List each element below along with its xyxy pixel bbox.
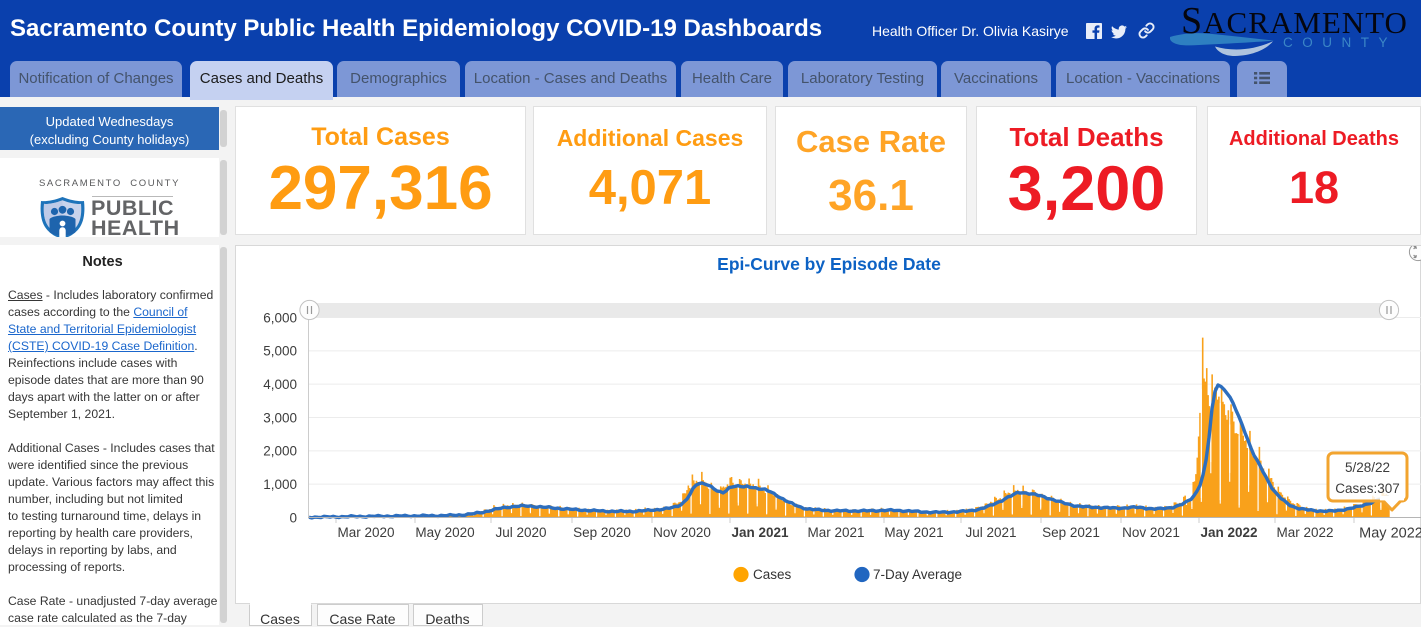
svg-text:6,000: 6,000 bbox=[263, 310, 297, 325]
svg-text:Jul 2020: Jul 2020 bbox=[495, 525, 546, 540]
svg-text:May 2020: May 2020 bbox=[415, 525, 474, 540]
svg-text:Jul 2021: Jul 2021 bbox=[965, 525, 1016, 540]
svg-text:3,000: 3,000 bbox=[263, 410, 297, 425]
svg-text:May 2021: May 2021 bbox=[884, 525, 943, 540]
svg-text:Mar 2022: Mar 2022 bbox=[1276, 525, 1333, 540]
svg-text:7-Day Average: 7-Day Average bbox=[873, 567, 962, 582]
svg-text:2,000: 2,000 bbox=[263, 444, 297, 459]
svg-text:Jan 2022: Jan 2022 bbox=[1200, 525, 1257, 540]
svg-text:COUNTY: COUNTY bbox=[1283, 35, 1397, 50]
svg-text:Nov 2021: Nov 2021 bbox=[1122, 525, 1180, 540]
svg-text:Jan 2021: Jan 2021 bbox=[731, 525, 789, 540]
svg-text:1,000: 1,000 bbox=[263, 477, 297, 492]
svg-text:Mar 2021: Mar 2021 bbox=[807, 525, 864, 540]
svg-text:Cases:307: Cases:307 bbox=[1335, 481, 1400, 496]
svg-text:Mar 2020: Mar 2020 bbox=[337, 525, 394, 540]
svg-text:Sep 2020: Sep 2020 bbox=[573, 525, 631, 540]
svg-text:May 2022: May 2022 bbox=[1359, 526, 1421, 542]
svg-text:0: 0 bbox=[289, 510, 297, 525]
svg-text:4,000: 4,000 bbox=[263, 377, 297, 392]
svg-text:5/28/22: 5/28/22 bbox=[1345, 460, 1390, 475]
svg-text:SACRAMENTO: SACRAMENTO bbox=[1181, 0, 1408, 42]
svg-text:Nov 2020: Nov 2020 bbox=[653, 525, 711, 540]
svg-text:Sep 2021: Sep 2021 bbox=[1042, 525, 1100, 540]
svg-text:Epi-Curve by Episode Date: Epi-Curve by Episode Date bbox=[717, 254, 941, 274]
svg-text:Cases: Cases bbox=[753, 567, 792, 582]
svg-text:5,000: 5,000 bbox=[263, 344, 297, 359]
